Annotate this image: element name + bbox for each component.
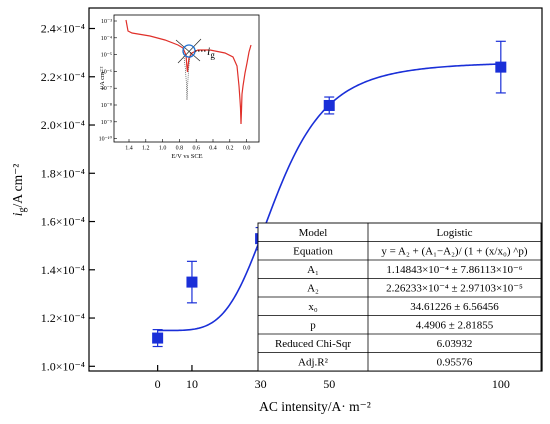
table-cell-label: A₁: [307, 264, 319, 276]
inset-x-axis: 1.4 1.2 1.0 0.8 0.6 0.4 0.2 0.0: [125, 139, 250, 152]
y-axis: 1.0×10⁻⁴ 1.2×10⁻⁴ 1.4×10⁻⁴ 1.6×10⁻⁴ 1.8×10⁻⁴…: [41, 22, 95, 373]
inset-polarization-curve: [125, 19, 252, 125]
table-cell-label: p: [310, 320, 316, 332]
inset-x-tick-label: 1.2: [142, 146, 150, 152]
inset-polarization-plot: 1.4 1.2 1.0 0.8 0.6 0.4 0.2 0.0 10⁻³10⁻⁴10⁻⁵10⁻…: [99, 14, 260, 160]
inset-y-tick-label: 10⁻⁷: [101, 86, 112, 92]
inset-annotation-label: ig: [207, 44, 215, 60]
y-tick-label: 2.2×10⁻⁴: [41, 70, 85, 84]
inset-x-tick-label: 0.0: [243, 146, 251, 152]
y-tick-label: 2.0×10⁻⁴: [41, 118, 85, 132]
inset-frame: [113, 14, 260, 143]
table-cell-label: A₂: [307, 283, 319, 295]
fit-results-table: Model Logistic Equation y = A₂ + (A₁−A₂)/ (…: [257, 222, 542, 372]
inset-x-tick-label: 0.6: [192, 146, 200, 152]
data-point: [495, 61, 507, 73]
inset-x-tick-label: 0.2: [226, 146, 234, 152]
x-tick-label: 100: [492, 377, 510, 391]
y-tick-label: 2.4×10⁻⁴: [41, 22, 85, 36]
y-tick-label: 1.0×10⁻⁴: [41, 359, 85, 373]
table-cell-value: 6.03932: [437, 338, 473, 350]
inset-x-axis-label: E/V vs SCE: [171, 153, 202, 160]
y-axis-label: ig/A cm⁻²: [10, 164, 28, 217]
inset-y-tick-label: 10⁻⁶: [101, 69, 112, 75]
inset-scan-trace: [182, 47, 191, 101]
table-cell-label: x₀: [308, 301, 318, 313]
y-tick-label: 1.6×10⁻⁴: [41, 215, 85, 229]
inset-y-tick-label: 10⁻⁸: [101, 103, 112, 109]
inset-x-tick-label: 0.8: [176, 146, 184, 152]
x-tick-label: 10: [186, 377, 198, 391]
table-cell-value: 0.95576: [437, 357, 473, 369]
inset-y-tick-label: 10⁻³: [101, 19, 112, 25]
data-point: [323, 99, 335, 111]
inset-x-tick-label: 1.0: [159, 146, 167, 152]
inset-y-tick-label: 10⁻¹⁰: [99, 136, 113, 143]
y-tick-label: 1.4×10⁻⁴: [41, 263, 85, 277]
data-point: [152, 332, 164, 344]
inset-tafel-line-anodic: [175, 39, 201, 62]
inset-x-tick-label: 0.4: [209, 146, 217, 152]
inset-y-tick-label: 10⁻⁵: [101, 53, 112, 59]
table-cell-label: Reduced Chi-Sqr: [275, 338, 351, 350]
table-cell-label: Model: [299, 227, 328, 239]
table-cell-value: 1.14843×10⁻⁴ ± 7.86113×10⁻⁶: [386, 264, 522, 276]
table-cell-value: Logistic: [436, 227, 472, 239]
inset-tafel-line-cathodic: [177, 38, 202, 64]
inset-y-axis: 10⁻³ 10⁻⁴ 10⁻⁵ 10⁻⁶ 10⁻⁷ 10⁻⁸ 10⁻⁹ 10⁻¹⁰: [99, 19, 117, 143]
x-tick-label: 0: [155, 377, 161, 391]
inset-y-tick-label: 10⁻⁴: [101, 36, 112, 42]
table-cell-value: 34.61226 ± 6.56456: [410, 301, 499, 313]
table-cell-label: Adj.R²: [298, 357, 329, 369]
data-point: [186, 276, 198, 288]
table-cell-value: 2.26233×10⁻⁴ ± 2.97103×10⁻⁵: [386, 283, 523, 295]
inset-y-tick-label: 10⁻⁹: [101, 120, 112, 126]
inset-x-tick-label: 1.4: [125, 146, 133, 152]
y-tick-label: 1.2×10⁻⁴: [41, 311, 85, 325]
table-cell-label: Equation: [293, 246, 333, 258]
x-tick-label: 50: [323, 377, 335, 391]
table-cell-value: y = A₂ + (A₁−A₂)/ (1 + (x/x₀) ^p): [381, 246, 527, 258]
inset-y-axis-label: i/A cm⁻²: [99, 67, 106, 90]
y-tick-label: 1.8×10⁻⁴: [41, 166, 85, 180]
x-tick-label: 30: [255, 377, 267, 391]
table-cell-value: 4.4906 ± 2.81855: [416, 320, 494, 332]
x-axis-label: AC intensity/A· m⁻²: [259, 399, 371, 414]
